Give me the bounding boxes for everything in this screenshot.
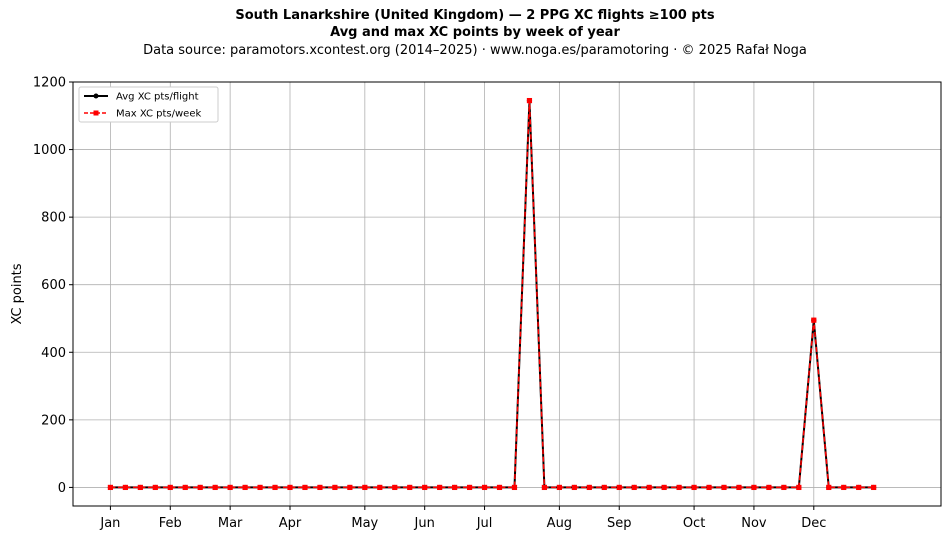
data-point — [766, 484, 772, 491]
data-point — [841, 484, 847, 491]
data-point — [586, 484, 592, 491]
data-point — [871, 484, 877, 491]
data-point — [317, 484, 323, 491]
data-point — [197, 484, 203, 491]
data-point — [526, 97, 533, 104]
data-point — [227, 484, 233, 491]
data-point — [137, 484, 143, 491]
x-tick-label: Mar — [218, 516, 243, 531]
data-point — [646, 484, 652, 491]
plot-frame — [72, 81, 942, 507]
data-point — [811, 317, 817, 323]
series-layer — [107, 97, 877, 491]
x-tick-label: Sep — [607, 516, 632, 531]
data-point — [691, 484, 697, 491]
data-point — [182, 484, 188, 491]
data-point — [167, 484, 173, 491]
legend-marker-max — [93, 110, 99, 116]
y-axis-label: XC points — [10, 263, 25, 324]
data-point — [302, 484, 308, 491]
y-tick-label: 400 — [41, 346, 66, 361]
data-point — [347, 484, 353, 491]
data-point — [556, 484, 562, 491]
data-point — [601, 484, 607, 491]
data-point — [661, 484, 667, 491]
legend-label-max: Max XC pts/week — [116, 109, 201, 120]
data-point — [826, 484, 832, 491]
data-point — [152, 484, 158, 491]
series-line-1 — [110, 100, 874, 489]
x-tick-label: Apr — [279, 516, 302, 531]
data-point — [721, 484, 727, 491]
data-point — [706, 484, 712, 491]
legend-box — [78, 86, 219, 123]
data-point — [496, 484, 503, 491]
data-point — [257, 484, 263, 491]
x-tick-label: Aug — [547, 516, 572, 531]
data-point — [332, 484, 338, 491]
x-tick-label: May — [351, 516, 378, 531]
data-point — [616, 484, 622, 491]
legend: Avg XC pts/flight Max XC pts/week — [78, 86, 219, 123]
y-tick-label: 0 — [58, 481, 66, 496]
y-tick-label: 1000 — [33, 143, 66, 158]
data-point — [212, 484, 218, 491]
data-point — [407, 484, 413, 491]
data-point — [107, 484, 114, 491]
data-point — [122, 484, 128, 491]
x-tick-label: Jan — [99, 516, 120, 531]
data-point — [781, 484, 787, 491]
data-point — [422, 484, 428, 491]
series-line-0 — [110, 100, 874, 489]
x-tick-label: Jun — [414, 516, 435, 531]
chart-source: Data source: paramotors.xcontest.org (20… — [143, 43, 807, 58]
data-point — [287, 484, 293, 491]
data-point — [571, 484, 577, 491]
y-tick-label: 1200 — [33, 76, 66, 91]
legend-label-avg: Avg XC pts/flight — [116, 92, 199, 103]
data-point — [362, 484, 368, 491]
data-point — [392, 484, 398, 491]
data-point — [511, 484, 518, 491]
grid-lines — [73, 81, 941, 506]
data-point — [377, 484, 383, 491]
axes: 0 200 400 600 800 1000 1200 Jan Feb Mar Apr May Jun J… — [33, 76, 826, 532]
data-point — [856, 484, 862, 491]
x-tick-label: Nov — [741, 516, 767, 531]
x-tick-label: Dec — [801, 516, 826, 531]
data-point — [751, 484, 757, 491]
data-point — [242, 484, 248, 491]
data-point — [452, 484, 458, 491]
x-tick-label: Oct — [683, 516, 705, 531]
x-tick-label: Jul — [476, 516, 493, 531]
y-tick-label: 600 — [41, 278, 66, 293]
data-point — [272, 484, 278, 491]
chart-subtitle: Avg and max XC points by week of year — [330, 25, 620, 40]
data-point — [736, 484, 742, 491]
y-tick-label: 200 — [41, 413, 66, 428]
chart-title: South Lanarkshire (United Kingdom) — 2 P… — [235, 8, 715, 23]
y-tick-label: 800 — [41, 211, 66, 226]
data-point — [631, 484, 637, 491]
legend-marker-avg — [93, 93, 99, 99]
x-tick-label: Feb — [159, 516, 182, 531]
data-point — [466, 484, 473, 491]
data-point — [796, 484, 802, 491]
data-point — [541, 484, 548, 491]
data-point — [437, 484, 443, 491]
data-point — [481, 484, 488, 491]
data-point — [676, 484, 682, 491]
